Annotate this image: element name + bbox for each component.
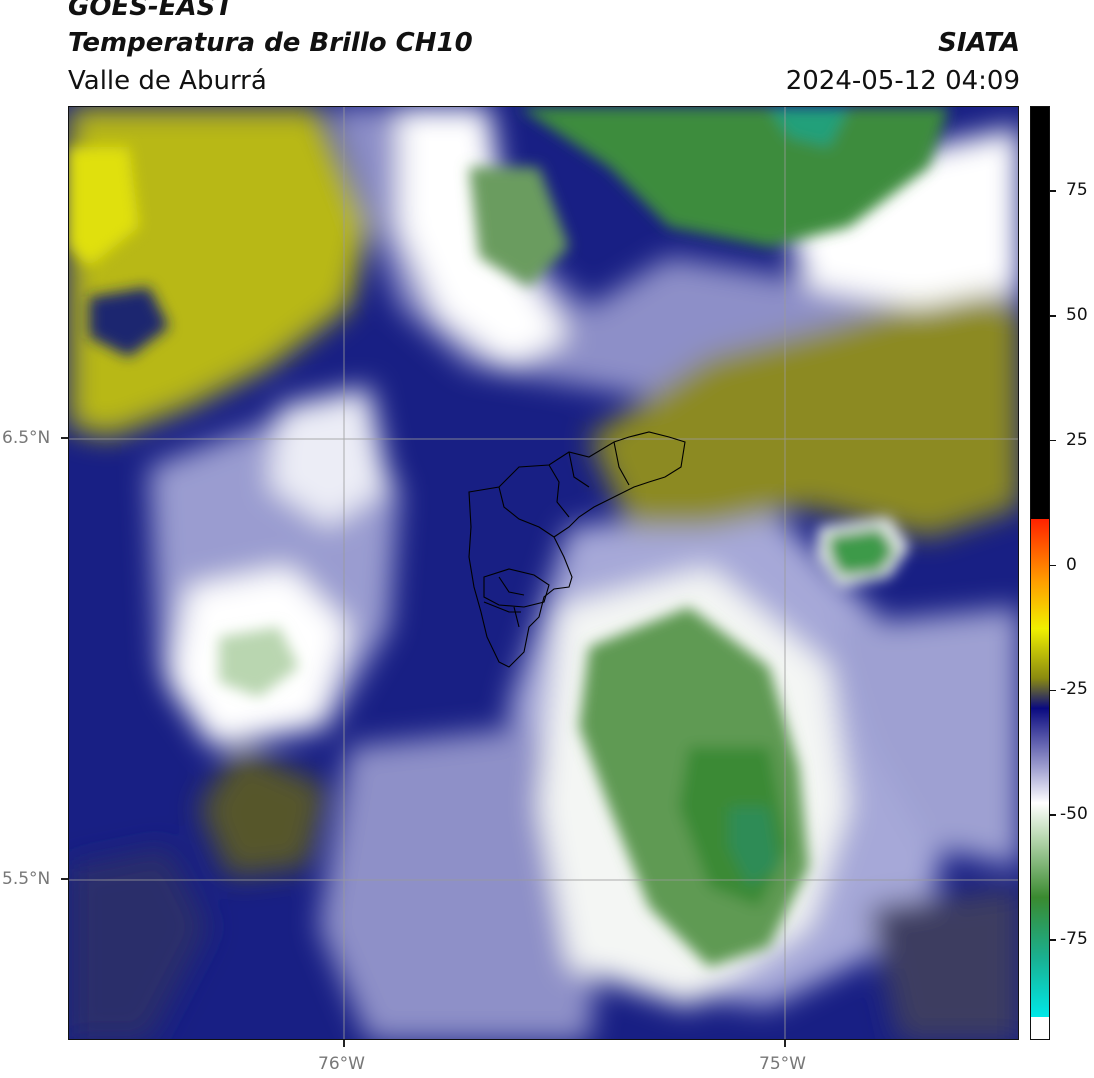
region-subtitle: Valle de Aburrá — [68, 66, 267, 96]
lon-tick-76 — [343, 1040, 345, 1047]
lon-label-76: 76°W — [318, 1054, 365, 1074]
product-title: Temperatura de Brillo CH10 — [68, 28, 473, 58]
colorbar-tick-label: 75 — [1066, 179, 1088, 200]
map-field — [69, 107, 1018, 1039]
lon-tick-75 — [784, 1040, 786, 1047]
colorbar-gradient — [1031, 107, 1049, 1039]
colorbar-tick-label: 50 — [1066, 304, 1088, 325]
municipal-boundaries — [468, 431, 686, 668]
colorbar-tick — [1050, 939, 1056, 941]
field-blobs-sharp — [69, 107, 949, 967]
colorbar-tick-label: -50 — [1060, 804, 1088, 825]
satellite-title: GOES-EAST — [68, 0, 234, 22]
colorbar — [1030, 106, 1050, 1040]
colorbar-tick — [1050, 315, 1056, 317]
lat-tick-6-5 — [61, 437, 68, 439]
lon-label-75: 75°W — [759, 1054, 806, 1074]
colorbar-tick — [1050, 814, 1056, 816]
lat-tick-5-5 — [61, 878, 68, 880]
colorbar-tick-label: 25 — [1066, 429, 1088, 450]
brightness-temperature-map — [68, 106, 1019, 1040]
lat-label-5-5: 5.5°N — [2, 869, 51, 889]
agency-label: SIATA — [938, 28, 1020, 58]
colorbar-tick — [1050, 439, 1056, 442]
colorbar-tick-label: -75 — [1060, 929, 1088, 950]
lat-label-6-5: 6.5°N — [2, 428, 51, 448]
colorbar-tick — [1050, 190, 1056, 192]
gridlines — [69, 107, 1018, 1039]
colorbar-tick — [1050, 689, 1056, 692]
colorbar-tick-label: -25 — [1060, 679, 1088, 700]
colorbar-tick — [1050, 564, 1056, 567]
colorbar-tick-label: 0 — [1066, 554, 1077, 575]
datetime-label: 2024-05-12 04:09 — [785, 66, 1020, 96]
